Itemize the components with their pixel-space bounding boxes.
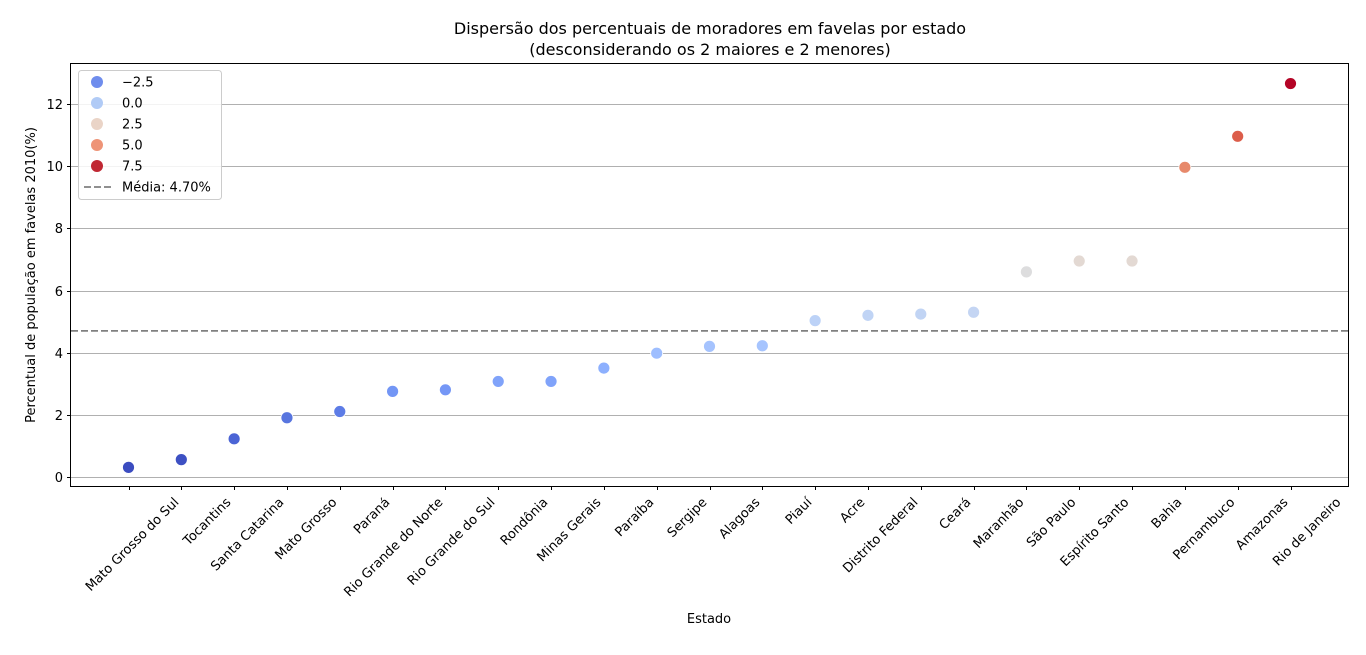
legend-marker [91,139,103,151]
y-tick-label: 12 [46,98,63,113]
y-tick-label: 6 [55,285,63,300]
data-point [491,375,505,388]
legend-label: 0.0 [122,97,143,112]
x-axis-label: Estado [687,612,731,627]
data-point [1125,254,1139,268]
x-tick-label: Rio Grande do Sul [405,495,498,588]
data-point [1231,129,1245,143]
data-point [1020,265,1033,279]
y-tick-label: 0 [55,471,63,486]
y-tick-label: 8 [55,222,63,237]
plot-frame [70,63,1349,487]
y-tick-label: 2 [55,409,63,424]
data-points [122,77,1297,474]
x-tick-label: Piauí [783,495,816,528]
x-tick-label: Amazonas [1233,495,1291,553]
chart-title-line2: (desconsiderando os 2 maiores e 2 menore… [529,40,890,59]
data-point [280,411,294,425]
data-point [333,405,347,418]
data-point [755,339,769,353]
y-axis-label: Percentual de população em favelas 2010(… [24,127,39,423]
legend-label: −2.5 [122,76,154,91]
data-point [861,308,875,322]
legend-marker [91,97,103,109]
x-tick-label: Mato Grosso do Sul [83,495,182,594]
data-point [808,314,822,328]
data-point [122,460,135,474]
x-tick-label: São Paulo [1024,495,1079,550]
legend-items: −2.5 0.0 2.5 5.0 7.5 Média: 4.70% [84,76,211,196]
y-tick-label: 10 [46,160,63,175]
legend-label: 5.0 [122,139,143,154]
data-point [597,361,611,375]
x-tick-label: Rondônia [498,495,552,549]
data-point [1072,254,1086,268]
data-point [967,305,980,319]
legend-label: 2.5 [122,118,143,133]
x-tick-label: Sergipe [665,495,711,541]
legend-marker [91,118,103,130]
x-tick-label: Tocantins [180,495,234,549]
y-axis: 0 2 4 6 8 10 12 [46,98,71,486]
x-tick-label: Alagoas [716,495,763,542]
x-tick-label: Paraná [351,495,393,537]
gridlines [71,104,1348,478]
legend: −2.5 0.0 2.5 5.0 7.5 Média: 4.70% [78,70,222,200]
data-point [544,375,558,388]
legend-marker [91,76,103,88]
legend-label: 7.5 [122,160,143,175]
x-tick-label: Paraíba [613,495,658,540]
x-tick-label: Bahia [1149,495,1186,532]
x-tick-label: Maranhão [971,495,1028,552]
legend-mean-label: Média: 4.70% [122,181,211,196]
data-point [703,339,716,353]
data-point [914,307,928,321]
x-tick-label: Ceará [937,495,975,533]
data-point [1284,77,1297,90]
legend-marker [91,160,103,172]
data-point [650,346,664,360]
chart-title-line1: Dispersão dos percentuais de moradores e… [454,19,966,38]
y-tick-label: 4 [55,347,63,362]
data-point [174,453,188,467]
data-point [227,432,241,446]
data-point [1178,160,1192,174]
x-tick-label: Rio Grande do Norte [342,495,447,600]
data-point [439,383,452,397]
legend-box [78,70,222,200]
x-tick-label: Acre [837,495,868,526]
data-point [386,384,399,398]
